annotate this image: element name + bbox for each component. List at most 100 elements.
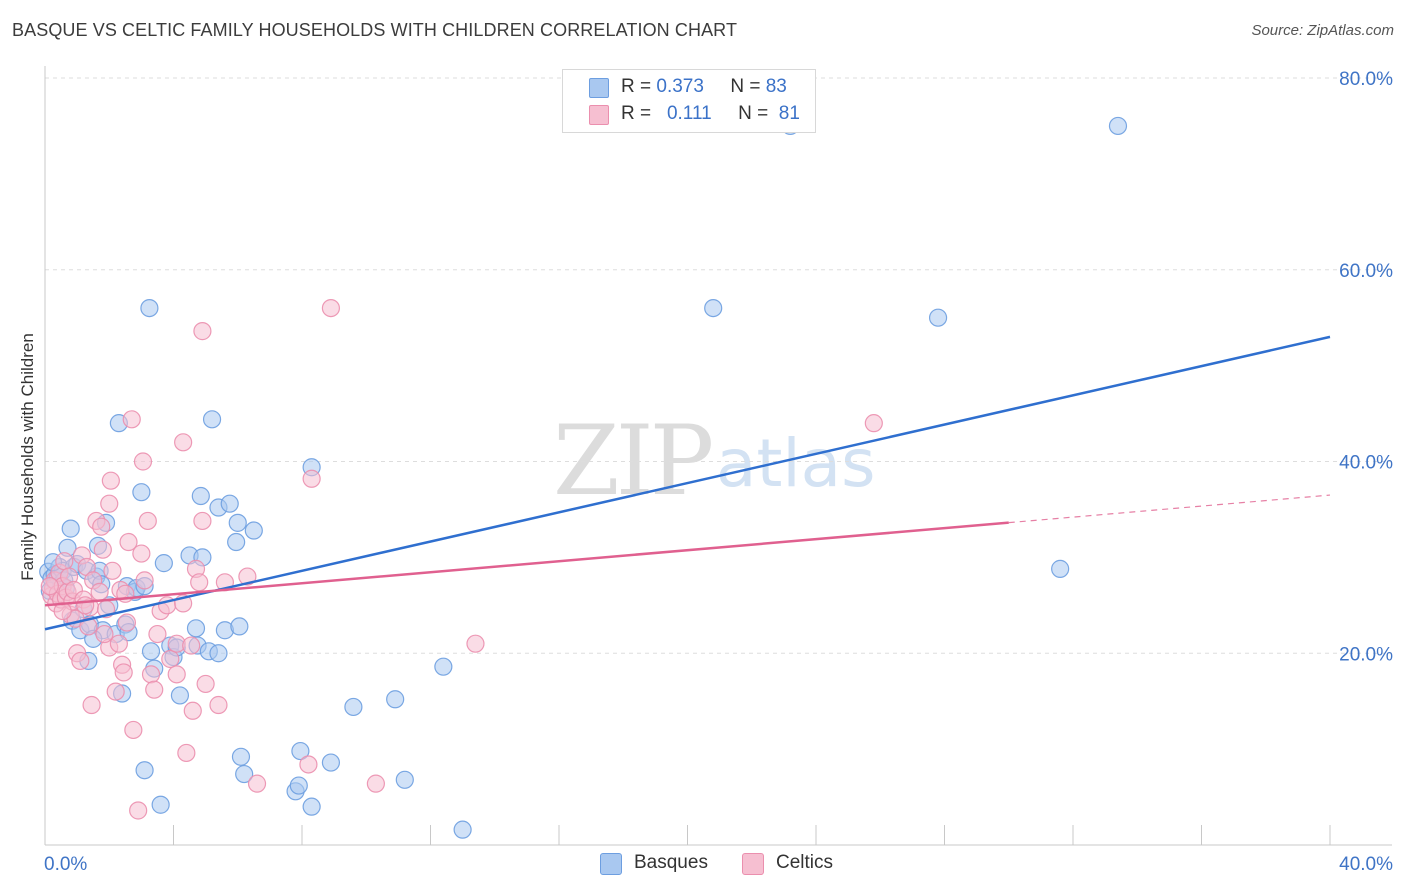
x-tick-label: 40.0% — [1339, 854, 1393, 875]
trend-layer — [44, 335, 1331, 631]
celtics-point — [71, 651, 90, 671]
basques-swatch — [589, 78, 609, 98]
basques-point — [132, 483, 151, 502]
y-tick-label: 80.0% — [1339, 69, 1393, 90]
basques-point — [395, 770, 414, 789]
basques-point — [704, 299, 723, 318]
celtics-point — [124, 720, 143, 740]
source-credit[interactable]: Source: ZipAtlas.com — [1251, 22, 1394, 39]
celtics-point — [92, 517, 111, 536]
celtics-point — [82, 695, 101, 715]
celtics-point — [132, 544, 151, 563]
celtics-point — [299, 755, 318, 774]
basques-point — [186, 619, 206, 638]
celtics-point — [145, 680, 164, 699]
celtics-point — [209, 695, 228, 715]
celtics-point — [182, 636, 201, 655]
celtics-point — [90, 582, 109, 601]
chart-title: BASQUE VS CELTIC FAMILY HOUSEHOLDS WITH … — [12, 20, 738, 40]
celtics-point — [864, 414, 883, 433]
celtics-point — [93, 540, 112, 559]
basques-trend-line — [44, 335, 1331, 631]
y-tick-label: 60.0% — [1339, 261, 1393, 282]
axis-layer — [44, 66, 1392, 846]
basques-point — [928, 308, 948, 327]
celtics-point — [100, 494, 119, 513]
legend-r-label: R = — [621, 76, 652, 97]
celtics-point — [119, 532, 138, 552]
watermark-atlas: atlas — [716, 425, 876, 502]
legend-label-basques: Basques — [634, 852, 708, 873]
legend-label-celtics: Celtics — [776, 852, 834, 873]
legend-n-label: N = — [738, 103, 769, 124]
legend-n-label: N = — [730, 76, 761, 97]
basques-point — [291, 741, 310, 761]
basques-point — [209, 644, 228, 663]
basques-point — [321, 753, 341, 772]
celtics-point — [321, 299, 341, 318]
basques-point — [228, 513, 247, 532]
basques-point — [434, 657, 453, 676]
celtics-point — [122, 410, 141, 429]
basques-point — [230, 617, 249, 636]
celtics-point — [109, 634, 128, 653]
tick-label-layer: 20.0% 40.0% 60.0% 80.0% 0.0% 40.0% — [44, 69, 1393, 875]
celtics-point — [466, 634, 485, 653]
basques-point — [1051, 559, 1070, 578]
celtics-point — [183, 701, 202, 720]
legend-r-value: 0.111 — [666, 103, 712, 124]
basques-point — [231, 747, 251, 766]
celtics-point — [302, 469, 321, 488]
celtics-swatch — [589, 105, 609, 125]
celtics-point — [167, 665, 186, 684]
basques-point — [235, 764, 254, 784]
celtics-point — [174, 433, 193, 452]
celtics-point — [55, 552, 74, 571]
basques-point — [344, 697, 363, 717]
celtics-point — [103, 561, 122, 580]
celtics-point — [193, 322, 212, 341]
basques-point — [386, 690, 405, 709]
basques-point — [453, 820, 472, 839]
celtics-point — [117, 613, 137, 632]
y-tick-label: 40.0% — [1339, 453, 1393, 474]
basques-point — [135, 761, 154, 780]
basques-point — [1108, 116, 1128, 136]
celtics-point — [193, 511, 212, 531]
basques-point — [202, 410, 222, 429]
celtics-point — [106, 682, 125, 701]
celtics-point — [141, 665, 161, 684]
celtics-trend-line — [44, 521, 1009, 607]
celtics-point — [247, 774, 267, 793]
celtics-point — [238, 567, 257, 586]
basques-point — [141, 642, 161, 661]
basques-point — [220, 494, 239, 513]
basques-point — [244, 521, 263, 540]
celtics-point — [135, 571, 154, 590]
correlation-legend: R = 0.373 N = 83 R = 0.111 N = 81 — [562, 69, 816, 133]
celtics-point — [40, 577, 59, 596]
celtics-point — [76, 596, 95, 615]
celtics-point — [79, 617, 98, 636]
basques-point — [227, 532, 246, 552]
basques-point — [61, 519, 80, 538]
celtics-trend-extension — [1008, 494, 1331, 524]
grid-layer — [45, 77, 1392, 654]
basques-point — [140, 299, 159, 318]
celtics-point — [161, 649, 180, 669]
basques-point — [289, 776, 308, 795]
celtics-point — [148, 624, 167, 644]
legend-n-value: 81 — [778, 103, 800, 124]
legend-n-value: 83 — [765, 76, 787, 97]
y-tick-label: 20.0% — [1339, 644, 1393, 665]
celtics-point — [95, 624, 114, 644]
basques-point — [191, 486, 210, 506]
celtics-point — [196, 674, 215, 694]
basques-legend-swatch — [600, 853, 622, 875]
celtics-point — [177, 743, 196, 763]
legend-r-value: 0.373 — [656, 76, 704, 97]
celtics-legend-swatch — [742, 853, 764, 875]
celtics-point — [366, 774, 385, 793]
x-tick-label: 0.0% — [44, 854, 87, 875]
